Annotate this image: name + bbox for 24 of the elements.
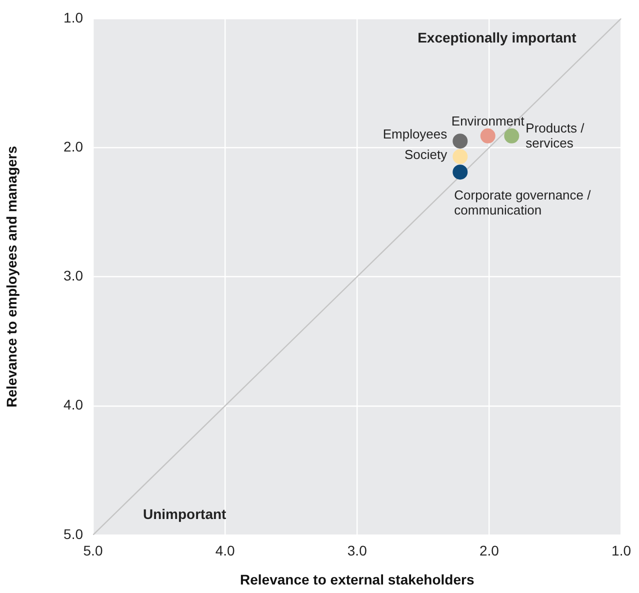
x-tick-label: 3.0 bbox=[347, 542, 368, 558]
point bbox=[452, 149, 468, 164]
x-axis-title: Relevance to external stakeholders bbox=[240, 571, 474, 588]
x-tick-label: 1.0 bbox=[612, 542, 632, 558]
series-label: Environment bbox=[451, 114, 525, 129]
y-tick-label: 3.0 bbox=[64, 268, 84, 284]
point bbox=[480, 128, 496, 144]
y-tick-label: 4.0 bbox=[64, 396, 84, 413]
series-label: Corporate governance / communication bbox=[454, 188, 592, 218]
x-tick-label: 2.0 bbox=[479, 542, 500, 558]
series-label: Society bbox=[404, 147, 448, 162]
point bbox=[504, 128, 520, 144]
y-tick-label: 1.0 bbox=[64, 9, 84, 26]
x-tick-label: 4.0 bbox=[215, 542, 236, 558]
annotation: Unimportant bbox=[143, 506, 227, 522]
y-tick-label: 5.0 bbox=[64, 526, 84, 542]
y-axis-title: Relevance to employees and managers bbox=[3, 146, 20, 408]
series-label: Products / services bbox=[526, 120, 585, 151]
point bbox=[452, 134, 468, 149]
x-tick-label: 5.0 bbox=[83, 542, 103, 558]
y-tick-label: 2.0 bbox=[64, 138, 84, 154]
point bbox=[452, 164, 468, 180]
annotation: Exceptionally important bbox=[418, 29, 577, 46]
series-label: Employees bbox=[382, 126, 448, 142]
